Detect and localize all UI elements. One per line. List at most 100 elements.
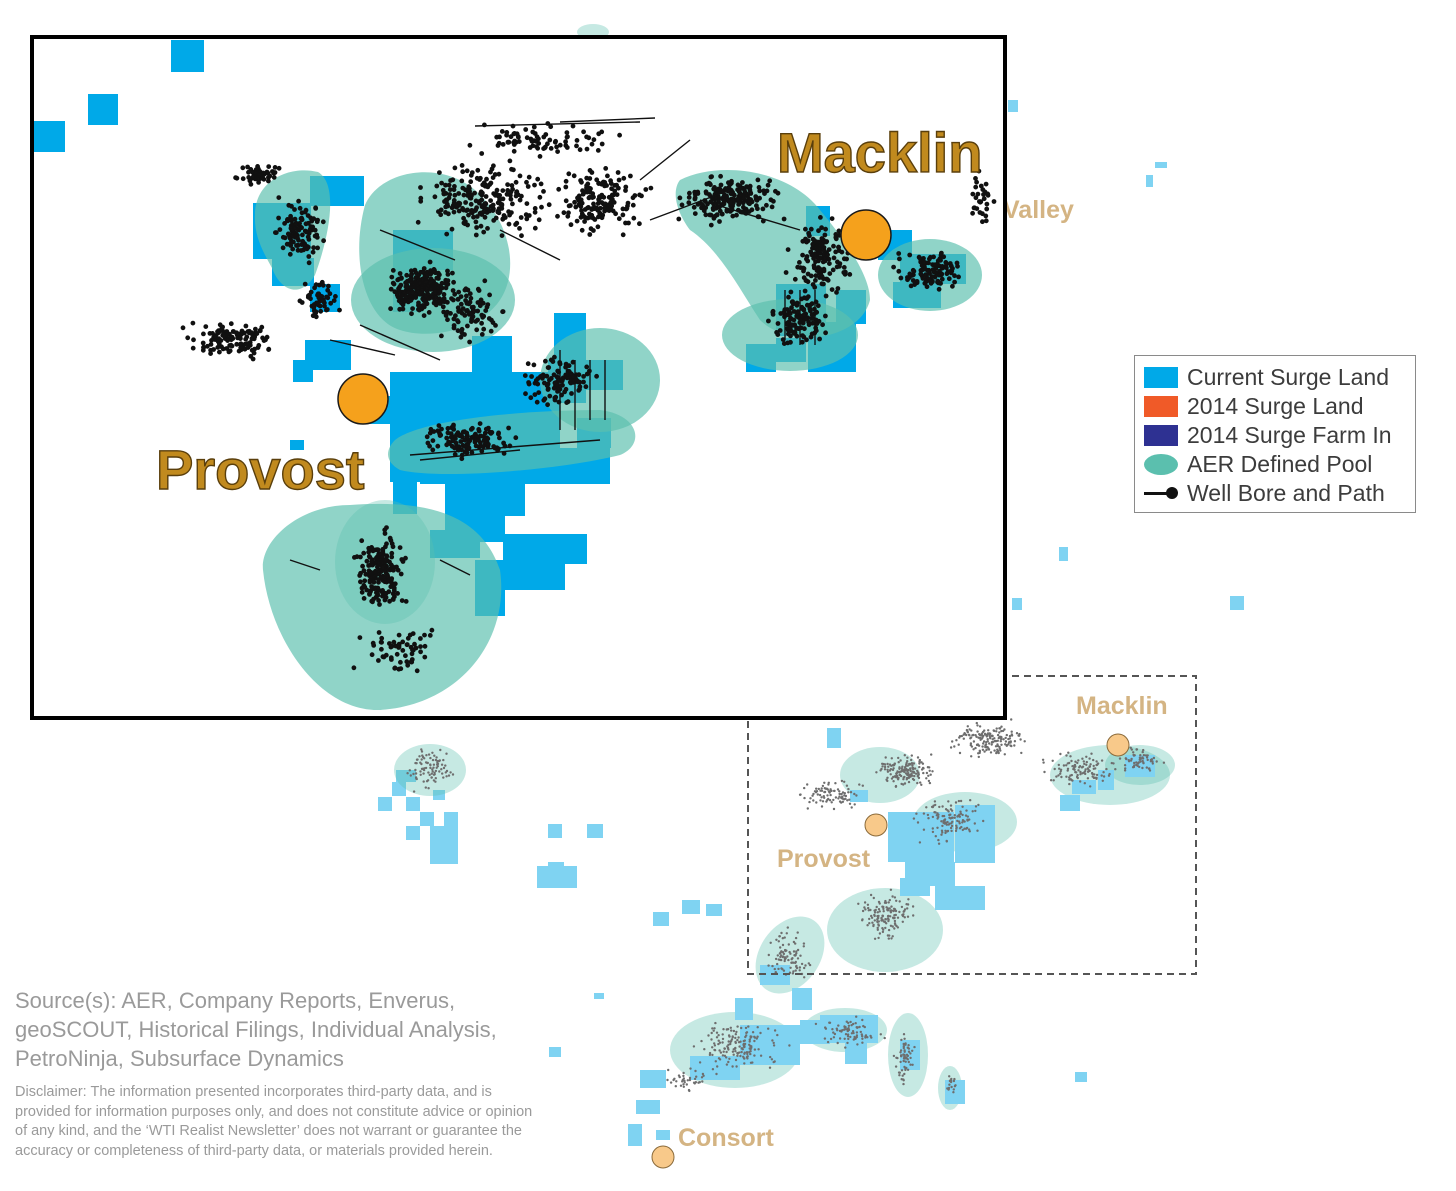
well-dot — [735, 1065, 738, 1068]
well-dot — [830, 267, 836, 273]
well-dot — [834, 796, 838, 799]
well-dot — [876, 920, 879, 924]
well-dot — [426, 310, 432, 315]
well-dot — [747, 201, 752, 207]
well-dot — [879, 1033, 882, 1036]
well-dot — [802, 288, 808, 294]
well-dot — [811, 263, 817, 269]
well-dot — [580, 191, 586, 197]
well-path — [559, 117, 656, 123]
well-dot — [489, 166, 495, 172]
well-dot — [423, 757, 426, 760]
well-dot — [794, 942, 797, 945]
well-dot — [211, 347, 217, 352]
well-dot — [994, 739, 998, 743]
well-dot — [380, 565, 386, 571]
well-dot — [1141, 766, 1144, 770]
well-dot — [822, 232, 828, 238]
well-dot — [861, 1041, 864, 1044]
well-dot — [544, 383, 550, 389]
well-dot — [431, 751, 434, 754]
well-dot — [984, 201, 990, 207]
well-dot — [958, 736, 961, 739]
well-dot — [950, 266, 955, 271]
well-dot — [959, 799, 963, 803]
well-dot — [477, 421, 483, 427]
well-dot — [905, 277, 910, 283]
well-dot — [1141, 750, 1144, 754]
well-dot — [978, 725, 982, 728]
well-dot — [929, 773, 932, 776]
well-path — [639, 139, 691, 181]
well-dot — [535, 145, 541, 151]
well-dot — [846, 799, 849, 802]
well-dot — [303, 221, 309, 227]
well-dot — [372, 585, 378, 591]
well-dot — [928, 766, 931, 769]
well-dot — [909, 1056, 912, 1060]
well-dot — [753, 1036, 757, 1039]
well-dot — [451, 279, 457, 285]
well-dot — [844, 797, 847, 800]
well-dot — [902, 1078, 905, 1081]
well-dot — [769, 941, 772, 944]
well-dot — [803, 976, 806, 979]
well-dot — [443, 210, 448, 215]
well-dot — [413, 645, 419, 651]
well-dot — [459, 178, 465, 184]
well-dot — [808, 273, 814, 279]
well-dot — [954, 801, 958, 804]
well-dot — [849, 791, 853, 794]
well-dot — [902, 1045, 905, 1048]
well-dot — [827, 790, 831, 793]
well-dot — [725, 1056, 728, 1059]
well-dot — [597, 210, 603, 216]
well-dot — [408, 659, 414, 665]
well-dot — [713, 1049, 717, 1052]
well-dot — [1059, 772, 1062, 775]
current-surge-land-swatch — [1144, 367, 1178, 388]
well-dot — [755, 1037, 758, 1040]
well-dot — [1069, 778, 1072, 781]
well-dot — [383, 652, 389, 658]
well-dot — [716, 199, 721, 205]
well-dot — [337, 307, 342, 313]
well-dot — [698, 1061, 702, 1064]
well-dot — [358, 579, 363, 585]
well-dot — [210, 331, 215, 336]
well-dot — [205, 343, 210, 349]
well-dot — [1089, 763, 1092, 766]
well-dot — [191, 337, 196, 343]
well-dot — [839, 249, 845, 255]
well-dot — [905, 761, 908, 765]
well-dot — [459, 456, 465, 462]
well-dot — [519, 193, 524, 199]
well-dot — [794, 960, 797, 964]
well-dot — [838, 790, 841, 793]
well-dot — [1057, 763, 1061, 767]
well-dot — [257, 172, 263, 178]
well-dot — [749, 1044, 752, 1048]
well-dot — [746, 1055, 749, 1058]
well-dot — [1087, 768, 1090, 771]
well-dot — [946, 829, 950, 833]
well-dot — [841, 265, 847, 270]
well-dot — [946, 820, 949, 824]
well-dot — [986, 738, 989, 741]
well-dot — [725, 1050, 728, 1054]
well-dot — [1079, 773, 1082, 776]
well-dot — [620, 206, 626, 212]
well-dot — [455, 318, 460, 323]
well-dot — [495, 193, 501, 199]
well-dot — [881, 930, 885, 934]
well-dot — [609, 196, 614, 202]
well-dot — [306, 254, 312, 259]
well-dot — [931, 815, 935, 819]
well-dot — [450, 424, 456, 430]
well-dot — [451, 198, 457, 203]
well-dot — [819, 799, 822, 802]
well-dot — [711, 1068, 715, 1071]
well-dot — [379, 554, 385, 560]
well-dot — [436, 423, 442, 429]
well-dot — [551, 385, 557, 391]
